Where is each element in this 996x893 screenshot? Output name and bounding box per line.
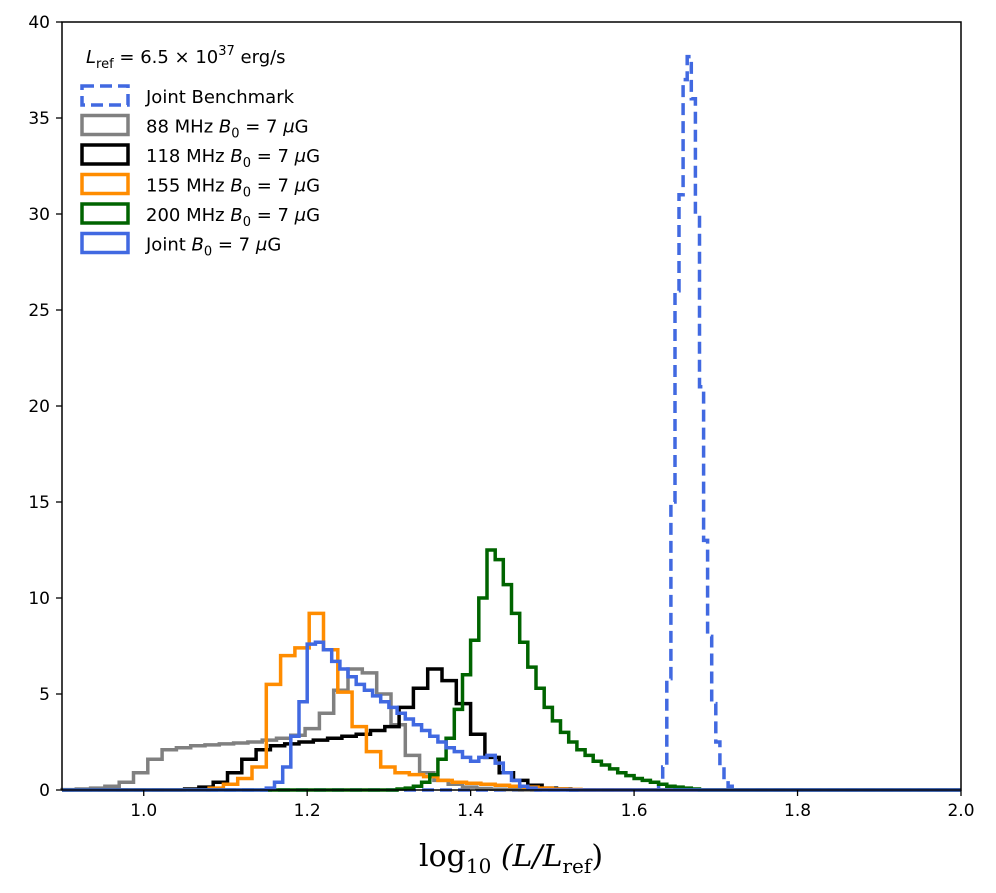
- series-2-step-line: [62, 667, 961, 792]
- x-tick-label: 1.8: [784, 801, 811, 821]
- x-axis-title-mid: (L/L: [491, 839, 562, 874]
- legend-label-part: 0: [231, 127, 239, 142]
- legend-label-part: 0: [243, 186, 251, 201]
- legend-label-4: 200 MHz B0 = 7 μG: [146, 205, 320, 230]
- legend-label-part: G: [306, 146, 320, 167]
- legend-swatch-1: [80, 113, 130, 137]
- x-tick-label: 2.0: [947, 801, 974, 821]
- legend-label-0: Joint Benchmark: [145, 87, 295, 108]
- x-axis-title-sub2: ref: [563, 854, 593, 878]
- legend-label-part: 0: [243, 156, 251, 171]
- x-axis-title: log10 (L/Lref): [419, 839, 603, 878]
- x-tick-label: 1.4: [457, 801, 484, 821]
- legend-label-part: = 7: [251, 205, 295, 226]
- x-axis-title-log: log: [419, 839, 466, 874]
- x-tick-label: 1.6: [621, 801, 648, 821]
- legend-title-exp: 37: [218, 44, 235, 59]
- legend-label-part: μ: [255, 235, 267, 256]
- legend-label-part: G: [306, 176, 320, 197]
- legend-label-3: 155 MHz B0 = 7 μG: [146, 176, 320, 201]
- y-tick-label: 30: [28, 205, 50, 225]
- legend-label-part: 88 MHz: [146, 117, 219, 138]
- y-tick-label: 0: [39, 781, 50, 801]
- legend: Lref = 6.5 × 1037 erg/s Joint Benchmark 8…: [80, 44, 320, 260]
- legend-label-1: 88 MHz B0 = 7 μG: [146, 117, 309, 142]
- legend-label-part: = 7: [251, 146, 295, 167]
- legend-label-part: 0: [204, 245, 212, 260]
- legend-title-eq: = 6.5 × 10: [114, 47, 219, 68]
- legend-label-part: Joint: [145, 235, 192, 256]
- legend-label-part: μ: [294, 146, 306, 167]
- legend-label-5: Joint B0 = 7 μG: [145, 235, 281, 260]
- y-tick-label: 35: [28, 109, 50, 129]
- legend-title-l-sub: ref: [96, 57, 114, 72]
- legend-label-part: B: [192, 235, 204, 256]
- y-tick-label: 10: [28, 589, 50, 609]
- series-0-step-line: [62, 54, 961, 792]
- legend-label-part: Joint Benchmark: [145, 87, 295, 108]
- y-tick-label: 40: [28, 13, 50, 33]
- y-axis: 0 5 10 15 20 25 30 35 40: [28, 13, 62, 801]
- legend-label-part: B: [230, 176, 242, 197]
- legend-label-2: 118 MHz B0 = 7 μG: [146, 146, 320, 171]
- legend-swatch-5: [80, 231, 130, 255]
- y-tick-label: 15: [28, 493, 50, 513]
- legend-label-part: 118 MHz: [146, 146, 230, 167]
- y-tick-label: 5: [39, 685, 50, 705]
- x-axis-title-suffix: ): [591, 839, 603, 874]
- legend-swatch-0: [80, 84, 130, 107]
- legend-label-part: B: [230, 146, 242, 167]
- legend-swatch-3: [80, 172, 130, 196]
- series-layer: [60, 54, 961, 792]
- legend-label-part: μ: [294, 205, 306, 226]
- legend-label-part: μ: [294, 176, 306, 197]
- legend-swatch-2: [80, 143, 130, 166]
- legend-label-part: G: [306, 205, 320, 226]
- x-axis: 1.0 1.2 1.4 1.6 1.8 2.0: [130, 790, 975, 821]
- legend-label-part: B: [230, 205, 242, 226]
- legend-title: Lref = 6.5 × 1037 erg/s: [86, 44, 286, 72]
- legend-label-part: 0: [243, 215, 251, 230]
- legend-label-part: = 7: [251, 176, 295, 197]
- series-4-step-line: [62, 548, 961, 792]
- legend-label-part: G: [295, 117, 309, 138]
- legend-label-part: 155 MHz: [146, 176, 230, 197]
- x-tick-label: 1.2: [294, 801, 321, 821]
- y-tick-label: 20: [28, 397, 50, 417]
- legend-swatch-4: [80, 202, 130, 225]
- x-tick-label: 1.0: [130, 801, 157, 821]
- legend-title-unit: erg/s: [235, 47, 286, 68]
- legend-label-part: 200 MHz: [146, 205, 230, 226]
- legend-title-l: L: [86, 47, 96, 68]
- legend-label-part: = 7: [240, 117, 284, 138]
- x-axis-title-sub: 10: [466, 854, 491, 878]
- series-5-step-line: [62, 640, 961, 792]
- legend-label-part: μ: [282, 117, 294, 138]
- legend-label-part: = 7: [212, 235, 256, 256]
- legend-label-part: B: [219, 117, 231, 138]
- y-tick-label: 25: [28, 301, 50, 321]
- legend-label-part: G: [267, 235, 281, 256]
